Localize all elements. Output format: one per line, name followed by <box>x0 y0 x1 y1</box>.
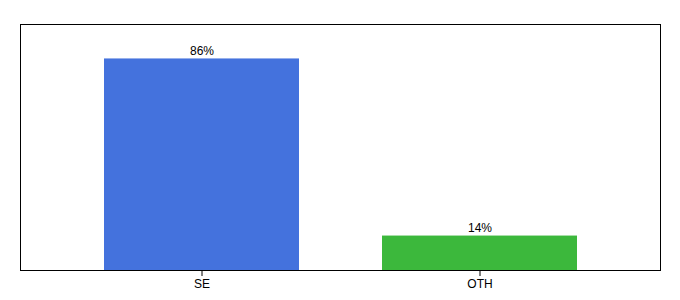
svg-text:86%: 86% <box>190 44 214 58</box>
svg-text:14%: 14% <box>468 221 492 235</box>
svg-text:SE: SE <box>194 277 210 291</box>
svg-text:OTH: OTH <box>467 277 492 291</box>
